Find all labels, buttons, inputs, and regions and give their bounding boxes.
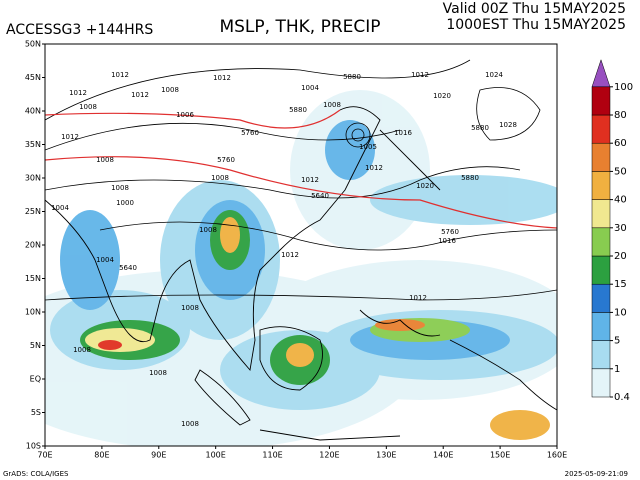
colorbar-band (591, 283, 611, 313)
colorbar-band (591, 255, 611, 285)
colorbar-label: 80 (614, 110, 627, 121)
contour-label: 1012 (411, 71, 429, 79)
model-label: ACCESSG3 +144HRS (6, 22, 153, 38)
contour-label: 1012 (213, 74, 231, 82)
colorbar-band (591, 199, 611, 229)
x-tick-label: 150E (490, 451, 510, 460)
x-tick-label: 100E (206, 451, 226, 460)
y-tick-label: 45N (25, 73, 41, 82)
contour-label: 1004 (301, 84, 319, 92)
contour-label: 1008 (211, 174, 229, 182)
colorbar-label: 40 (614, 195, 627, 206)
colorbar-label: 60 (614, 138, 627, 149)
contour-label: 5880 (471, 124, 489, 132)
contour-label: 1020 (416, 182, 434, 190)
colorbar-extension (591, 59, 611, 88)
contour-label: 5640 (311, 192, 329, 200)
contour-label: 1008 (149, 369, 167, 377)
contour-label: 1008 (181, 420, 199, 428)
y-tick-label: 50N (25, 40, 41, 49)
y-tick-label: 10S (26, 442, 41, 451)
credit: GrADS: COLA/IGES (3, 470, 69, 478)
y-tick-label: 30N (25, 174, 41, 183)
contour-label: 1004 (96, 256, 114, 264)
contour-label: 5760 (217, 156, 235, 164)
colorbar-label: 5 (614, 336, 620, 347)
colorbar-label: 0.4 (614, 392, 630, 403)
colorbar-label: 15 (614, 279, 627, 290)
timestamp: 2025-05-09-21:09 (565, 470, 628, 478)
valid-time: Valid 00Z Thu 15MAY2025 (443, 1, 626, 17)
x-tick-label: 130E (376, 451, 396, 460)
y-tick-label: 20N (25, 241, 41, 250)
colorbar-band (591, 171, 611, 200)
contour-label: 5880 (461, 174, 479, 182)
isobars (45, 59, 557, 301)
contour-label: 1024 (485, 71, 503, 79)
y-tick-label: 35N (25, 140, 41, 149)
contour-label: 5760 (241, 129, 259, 137)
colorbar-label: 50 (614, 166, 627, 177)
x-tick-label: 70E (37, 451, 52, 460)
contour-label: 1005 (359, 143, 377, 151)
colorbar-band (591, 114, 611, 144)
contour-label: 5760 (441, 228, 459, 236)
x-tick-label: 110E (262, 451, 282, 460)
contour-label: 1008 (199, 226, 217, 234)
contour-label: 1012 (61, 133, 79, 141)
contour-label: 1008 (323, 101, 341, 109)
colorbar-band (591, 368, 611, 398)
contour-label: 1012 (409, 294, 427, 302)
colorbar-label: 20 (614, 251, 627, 262)
contour-label: 1012 (69, 89, 87, 97)
x-tick-label: 90E (151, 451, 166, 460)
map-title: MSLP, THK, PRECIP (219, 17, 380, 37)
contour-label: 1012 (301, 176, 319, 184)
colorbar-label: 30 (614, 223, 627, 234)
y-tick-label: 15N (25, 274, 41, 283)
contour-label: 1008 (111, 184, 129, 192)
x-tick-label: 160E (547, 451, 567, 460)
contour-label: 1006 (176, 111, 194, 119)
colorbar-band (591, 142, 611, 172)
colorbar-label: 10 (614, 307, 627, 318)
colorbar-label: 1 (614, 364, 620, 375)
contour-label: 1016 (438, 237, 456, 245)
x-tick-label: 140E (433, 451, 453, 460)
contour-label: 1012 (365, 164, 383, 172)
contour-label: 5880 (343, 73, 361, 81)
y-tick-label: 25N (25, 207, 41, 216)
colorbar-band (591, 312, 611, 341)
thickness-lines (45, 109, 557, 229)
colorbar-band (591, 86, 611, 116)
map-field (45, 44, 557, 446)
contour-label: 1008 (79, 103, 97, 111)
contour-label: 1008 (161, 86, 179, 94)
contour-label: 1012 (111, 71, 129, 79)
y-tick-label: 40N (25, 107, 41, 116)
y-tick-label: EQ (30, 375, 41, 384)
contour-label: 1012 (131, 91, 149, 99)
local-time: 1000EST Thu 15MAY2025 (446, 17, 626, 33)
x-tick-label: 80E (94, 451, 109, 460)
colorbar-band (591, 340, 611, 370)
contour-label: 1016 (394, 129, 412, 137)
colorbar-band (591, 227, 611, 257)
contour-label: 1008 (73, 346, 91, 354)
x-tick-label: 120E (319, 451, 339, 460)
contour-label: 1020 (433, 92, 451, 100)
y-tick-label: 5S (31, 408, 41, 417)
contour-label: 1028 (499, 121, 517, 129)
contour-label: 1008 (181, 304, 199, 312)
contour-label: 5640 (119, 264, 137, 272)
colorbar-label: 100 (614, 82, 633, 93)
contour-label: 1012 (281, 251, 299, 259)
contour-label: 1004 (51, 204, 69, 212)
contour-label: 1000 (116, 199, 134, 207)
y-tick-label: 5N (30, 341, 41, 350)
contour-label: 1008 (96, 156, 114, 164)
contour-label: 5880 (289, 106, 307, 114)
y-tick-label: 10N (25, 308, 41, 317)
